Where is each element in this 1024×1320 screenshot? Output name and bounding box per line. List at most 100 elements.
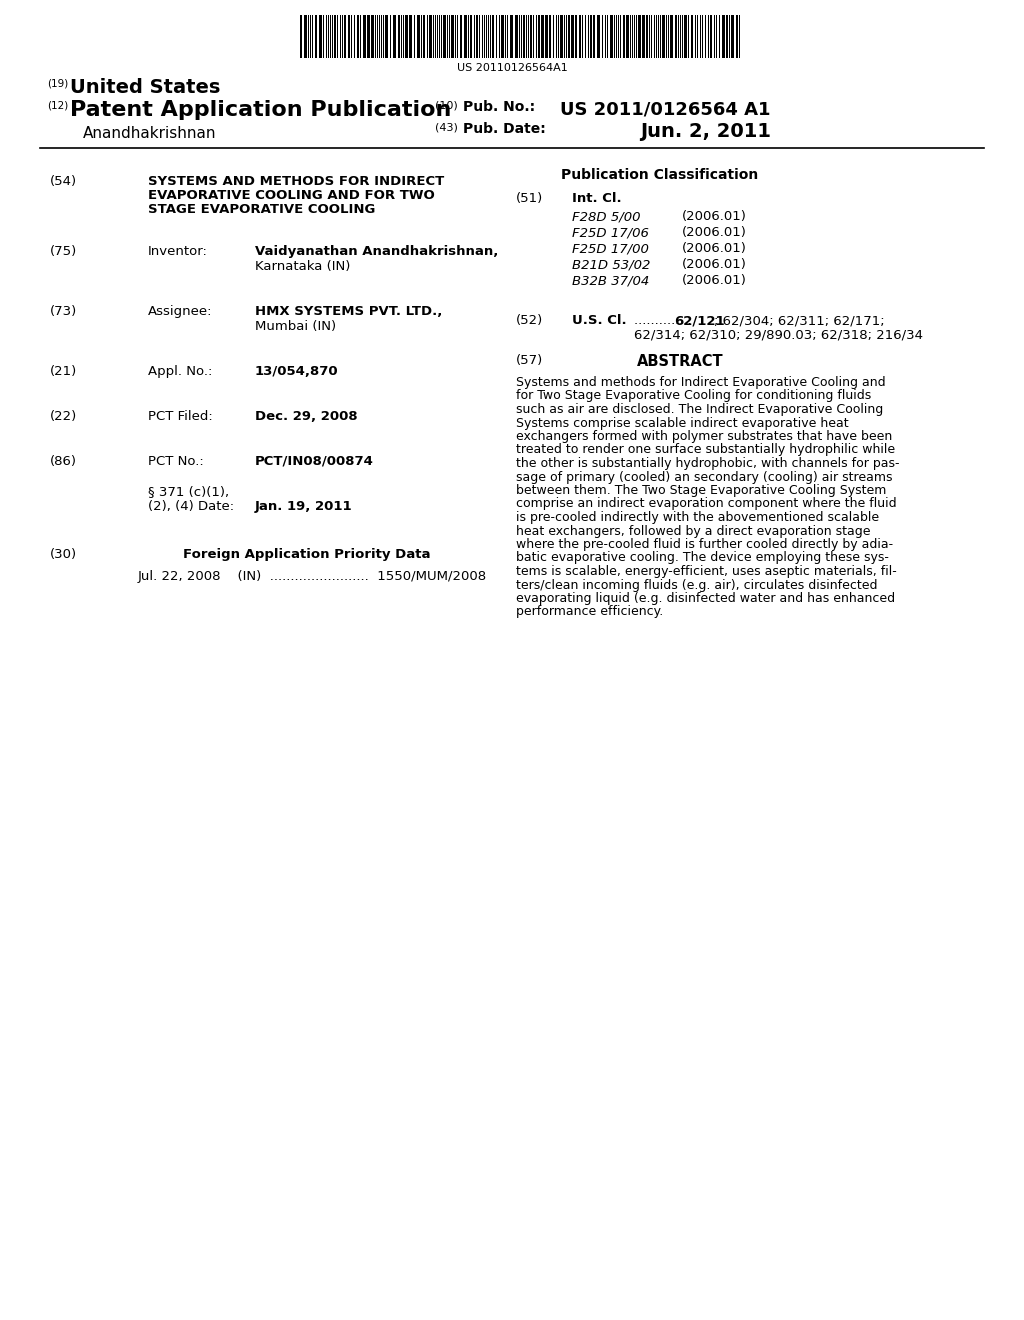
Bar (300, 15, 302, 58)
Text: Anandhakrishnan: Anandhakrishnan (83, 125, 216, 141)
Bar (319, 15, 322, 58)
Text: Jul. 22, 2008    (IN)  ........................  1550/MUM/2008: Jul. 22, 2008 (IN) .....................… (138, 570, 487, 583)
Bar (623, 15, 625, 58)
Text: Assignee:: Assignee: (148, 305, 213, 318)
Text: (19): (19) (47, 78, 69, 88)
Text: (2006.01): (2006.01) (682, 226, 746, 239)
Text: Karnataka (IN): Karnataka (IN) (255, 260, 350, 273)
Text: (57): (57) (516, 354, 544, 367)
Bar (722, 15, 725, 58)
Bar (579, 15, 581, 58)
Bar (515, 15, 518, 58)
Text: US 20110126564A1: US 20110126564A1 (457, 63, 567, 73)
Text: (75): (75) (50, 246, 77, 257)
Text: ; 62/304; 62/311; 62/171;: ; 62/304; 62/311; 62/171; (714, 314, 885, 327)
Bar (417, 15, 420, 58)
Text: (2006.01): (2006.01) (682, 242, 746, 255)
Bar (691, 15, 693, 58)
Bar (610, 15, 613, 58)
Text: F28D 5/00: F28D 5/00 (572, 210, 640, 223)
Text: (2), (4) Date:: (2), (4) Date: (148, 500, 234, 513)
Bar (560, 15, 563, 58)
Text: (22): (22) (50, 411, 77, 422)
Text: (43): (43) (435, 121, 458, 132)
Bar (675, 15, 677, 58)
Bar (523, 15, 525, 58)
Bar (731, 15, 734, 58)
Text: treated to render one surface substantially hydrophilic while: treated to render one surface substantia… (516, 444, 895, 457)
Text: EVAPORATIVE COOLING AND FOR TWO: EVAPORATIVE COOLING AND FOR TWO (148, 189, 435, 202)
Bar (334, 15, 336, 58)
Text: (2006.01): (2006.01) (682, 210, 746, 223)
Text: Appl. No.:: Appl. No.: (148, 366, 212, 378)
Text: (2006.01): (2006.01) (682, 257, 746, 271)
Text: PCT/IN08/00874: PCT/IN08/00874 (255, 455, 374, 469)
Text: B32B 37/04: B32B 37/04 (572, 275, 649, 286)
Bar (385, 15, 388, 58)
Text: (54): (54) (50, 176, 77, 187)
Text: Inventor:: Inventor: (148, 246, 208, 257)
Text: F25D 17/00: F25D 17/00 (572, 242, 649, 255)
Bar (726, 15, 728, 58)
Text: U.S. Cl.: U.S. Cl. (572, 314, 627, 327)
Bar (575, 15, 577, 58)
Text: ..............: .............. (634, 314, 696, 327)
Text: where the pre-cooled fluid is further cooled directly by adia-: where the pre-cooled fluid is further co… (516, 539, 893, 550)
Bar (393, 15, 396, 58)
Bar (315, 15, 317, 58)
Bar (545, 15, 548, 58)
Text: STAGE EVAPORATIVE COOLING: STAGE EVAPORATIVE COOLING (148, 203, 376, 216)
Bar (541, 15, 544, 58)
Bar (451, 15, 454, 58)
Text: evaporating liquid (e.g. disinfected water and has enhanced: evaporating liquid (e.g. disinfected wat… (516, 591, 895, 605)
Bar (423, 15, 425, 58)
Text: sage of primary (cooled) an secondary (cooling) air streams: sage of primary (cooled) an secondary (c… (516, 470, 893, 483)
Bar (626, 15, 629, 58)
Text: B21D 53/02: B21D 53/02 (572, 257, 650, 271)
Text: Publication Classification: Publication Classification (561, 168, 759, 182)
Text: (51): (51) (516, 191, 544, 205)
Bar (443, 15, 446, 58)
Text: Int. Cl.: Int. Cl. (572, 191, 622, 205)
Text: Jan. 19, 2011: Jan. 19, 2011 (255, 500, 352, 513)
Text: Pub. Date:: Pub. Date: (463, 121, 546, 136)
Bar (501, 15, 504, 58)
Text: Patent Application Publication: Patent Application Publication (70, 100, 452, 120)
Text: ters/clean incoming fluids (e.g. air), circulates disinfected: ters/clean incoming fluids (e.g. air), c… (516, 578, 878, 591)
Bar (597, 15, 600, 58)
Bar (662, 15, 665, 58)
Text: ABSTRACT: ABSTRACT (637, 354, 723, 370)
Bar (670, 15, 673, 58)
Bar (464, 15, 467, 58)
Bar (470, 15, 472, 58)
Bar (642, 15, 645, 58)
Text: United States: United States (70, 78, 220, 96)
Text: such as air are disclosed. The Indirect Evaporative Cooling: such as air are disclosed. The Indirect … (516, 403, 884, 416)
Bar (736, 15, 738, 58)
Text: batic evaporative cooling. The device employing these sys-: batic evaporative cooling. The device em… (516, 552, 889, 565)
Text: is pre-cooled indirectly with the abovementioned scalable: is pre-cooled indirectly with the abovem… (516, 511, 880, 524)
Bar (590, 15, 592, 58)
Bar (568, 15, 570, 58)
Text: the other is substantially hydrophobic, with channels for pas-: the other is substantially hydrophobic, … (516, 457, 899, 470)
Text: (21): (21) (50, 366, 77, 378)
Bar (371, 15, 374, 58)
Text: tems is scalable, energy-efficient, uses aseptic materials, fil-: tems is scalable, energy-efficient, uses… (516, 565, 897, 578)
Text: for Two Stage Evaporative Cooling for conditioning fluids: for Two Stage Evaporative Cooling for co… (516, 389, 871, 403)
Text: HMX SYSTEMS PVT. LTD.,: HMX SYSTEMS PVT. LTD., (255, 305, 442, 318)
Text: (2006.01): (2006.01) (682, 275, 746, 286)
Text: comprise an indirect evaporation component where the fluid: comprise an indirect evaporation compone… (516, 498, 897, 511)
Text: (52): (52) (516, 314, 544, 327)
Text: Pub. No.:: Pub. No.: (463, 100, 536, 114)
Text: 13/054,870: 13/054,870 (255, 366, 339, 378)
Text: SYSTEMS AND METHODS FOR INDIRECT: SYSTEMS AND METHODS FOR INDIRECT (148, 176, 444, 187)
Text: Jun. 2, 2011: Jun. 2, 2011 (640, 121, 771, 141)
Bar (549, 15, 551, 58)
Text: exchangers formed with polymer substrates that have been: exchangers formed with polymer substrate… (516, 430, 892, 444)
Text: Foreign Application Priority Data: Foreign Application Priority Data (183, 548, 430, 561)
Bar (357, 15, 359, 58)
Text: performance efficiency.: performance efficiency. (516, 606, 664, 619)
Bar (304, 15, 307, 58)
Bar (638, 15, 641, 58)
Bar (593, 15, 595, 58)
